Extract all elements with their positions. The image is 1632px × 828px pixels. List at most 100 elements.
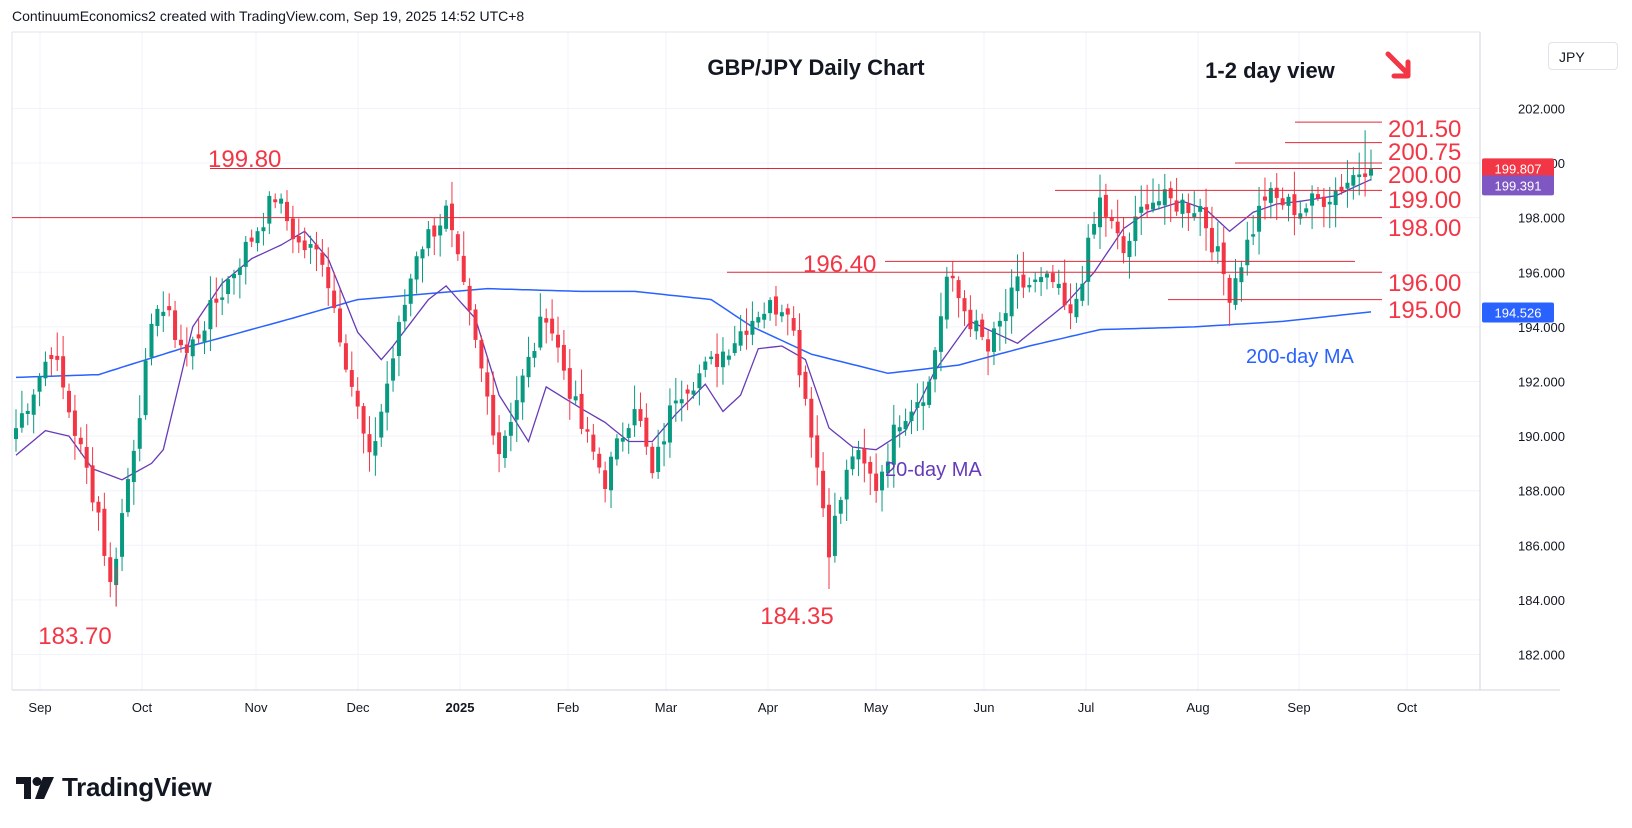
candle-body bbox=[762, 313, 767, 320]
tradingview-brand: TradingView bbox=[62, 772, 212, 802]
candle-body bbox=[797, 330, 802, 376]
candle-body bbox=[1151, 202, 1156, 210]
candle-body bbox=[502, 435, 507, 459]
candle-body bbox=[844, 469, 849, 500]
candle-body bbox=[314, 244, 319, 250]
candle-body bbox=[1033, 279, 1038, 283]
candle-body bbox=[349, 370, 354, 387]
candle-body bbox=[903, 421, 908, 430]
candle-body bbox=[709, 356, 714, 360]
candle-body bbox=[738, 331, 743, 346]
candle-body bbox=[55, 355, 60, 360]
candle-body bbox=[102, 508, 107, 556]
ma200-line bbox=[15, 287, 1372, 379]
candle-body bbox=[1233, 278, 1238, 305]
x-tick-label: Nov bbox=[244, 700, 268, 715]
candle-body bbox=[667, 405, 672, 443]
candle-body bbox=[1262, 196, 1267, 201]
candle-body bbox=[732, 343, 737, 354]
candle-body bbox=[491, 394, 496, 436]
candle-body bbox=[1221, 242, 1226, 275]
candle-body bbox=[255, 231, 260, 244]
level-label-195.00: 195.00 bbox=[1388, 297, 1461, 324]
candle-body bbox=[25, 410, 30, 414]
candle-body bbox=[720, 351, 725, 368]
candle-body bbox=[196, 334, 201, 339]
x-tick-label: Dec bbox=[346, 700, 370, 715]
level-label-198.00: 198.00 bbox=[1388, 215, 1461, 242]
candle-body bbox=[290, 218, 295, 240]
candle-body bbox=[550, 318, 555, 334]
candle-body bbox=[726, 355, 731, 360]
candle-body bbox=[173, 310, 178, 340]
candle-body bbox=[933, 350, 938, 380]
candle-body bbox=[279, 198, 284, 204]
candle-body bbox=[1174, 200, 1179, 212]
candle-body bbox=[815, 435, 820, 468]
y-tick-label: 182.000 bbox=[1518, 648, 1565, 663]
currency-unit-button[interactable]: JPY bbox=[1548, 42, 1618, 70]
candle-body bbox=[220, 297, 225, 300]
candle-body bbox=[703, 361, 708, 370]
candle-body bbox=[715, 353, 720, 367]
candle-body bbox=[850, 456, 855, 470]
candle-body bbox=[438, 225, 443, 236]
candle-body bbox=[1121, 236, 1126, 254]
low-label-184.35: 184.35 bbox=[760, 603, 833, 630]
candle-body bbox=[1292, 194, 1297, 216]
candle-body bbox=[61, 356, 66, 388]
candle-body bbox=[1062, 282, 1067, 306]
candle-body bbox=[1198, 206, 1203, 212]
low-label-183.70: 183.70 bbox=[38, 623, 111, 650]
candle-body bbox=[1257, 205, 1262, 232]
candle-body bbox=[1074, 298, 1079, 318]
candle-body bbox=[96, 501, 101, 513]
candle-body bbox=[485, 372, 490, 397]
candle-body bbox=[37, 376, 42, 392]
candle-body bbox=[1310, 193, 1315, 206]
candle-body bbox=[302, 240, 307, 251]
candle-body bbox=[1168, 188, 1173, 199]
candle-body bbox=[1351, 175, 1356, 186]
level-label-196.40: 196.40 bbox=[803, 251, 876, 278]
candle-body bbox=[609, 456, 614, 491]
candle-body bbox=[1286, 196, 1291, 206]
y-tick-label: 194.000 bbox=[1518, 320, 1565, 335]
candle-body bbox=[285, 201, 289, 222]
x-tick-label: Oct bbox=[1397, 700, 1418, 715]
level-label-200.00: 200.00 bbox=[1388, 162, 1461, 189]
candle-body bbox=[508, 421, 513, 436]
candle-body bbox=[1109, 217, 1114, 222]
level-label-196.00: 196.00 bbox=[1388, 270, 1461, 297]
candle-body bbox=[125, 479, 130, 513]
candle-body bbox=[137, 418, 142, 449]
price-tag-199.807: 199.807 bbox=[1482, 158, 1554, 179]
candle-body bbox=[791, 318, 796, 331]
price-tag-box bbox=[1482, 175, 1554, 196]
candle-body bbox=[338, 308, 343, 343]
candle-body bbox=[1103, 194, 1108, 217]
candle-body bbox=[1298, 213, 1303, 219]
candle-body bbox=[697, 373, 702, 389]
level-label-199.80: 199.80 bbox=[208, 146, 281, 173]
candle-body bbox=[880, 471, 885, 491]
candle-body bbox=[243, 241, 248, 267]
candle-body bbox=[620, 438, 625, 442]
candle-body bbox=[72, 410, 77, 436]
candle-body bbox=[14, 428, 18, 440]
candle-body bbox=[986, 339, 991, 352]
candle-body bbox=[379, 411, 384, 438]
candle-body bbox=[1044, 273, 1049, 278]
tradingview-logo[interactable]: TradingView bbox=[16, 772, 212, 803]
candle-body bbox=[249, 237, 254, 242]
candle-body bbox=[756, 317, 761, 323]
candle-body bbox=[497, 432, 502, 455]
candle-body bbox=[449, 203, 454, 231]
candle-body bbox=[184, 344, 189, 353]
level-label-201.50: 201.50 bbox=[1388, 116, 1461, 143]
candle-body bbox=[1339, 186, 1344, 192]
candle-body bbox=[426, 229, 431, 249]
y-tick-label: 188.000 bbox=[1518, 484, 1565, 499]
candle-body bbox=[591, 434, 596, 452]
